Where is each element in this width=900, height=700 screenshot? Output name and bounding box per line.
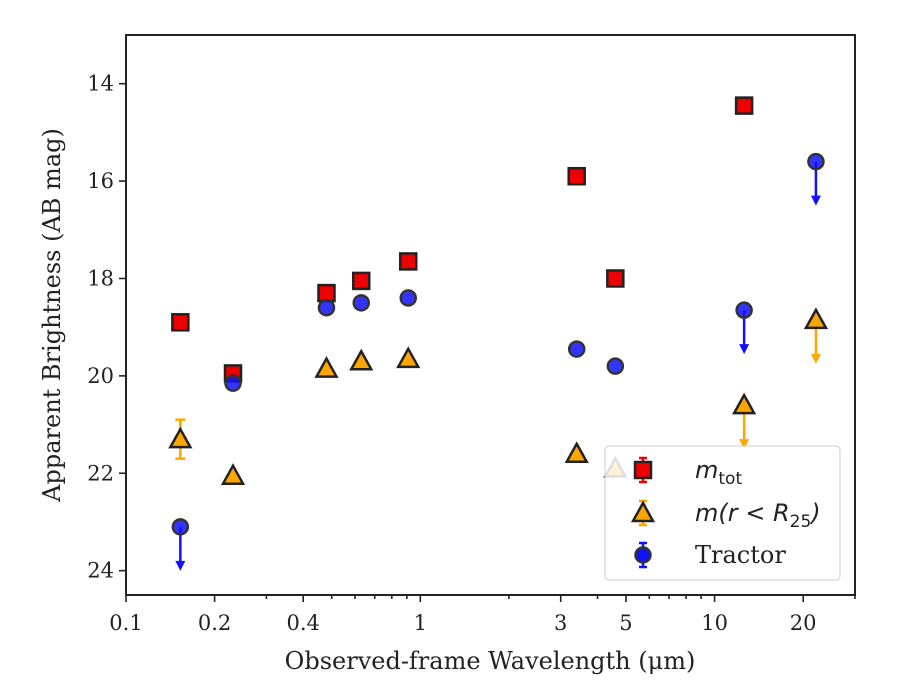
tractor-marker: [807, 152, 825, 171]
legend-label-subscript: tot: [718, 469, 742, 489]
x-axis-title: Observed-frame Wavelength (μm): [285, 647, 696, 675]
y-tick-label: 24: [87, 559, 114, 583]
legend-label-tail: ): [809, 499, 820, 527]
tractor-marker: [399, 289, 417, 307]
m_tot-marker: [317, 283, 336, 303]
legend-label-m_r25: m(r < R25): [695, 499, 821, 532]
y-axis-title: Apparent Brightness (AB mag): [38, 128, 66, 503]
upper-limit-arrowhead: [739, 439, 750, 450]
legend-circle-marker: [634, 546, 652, 564]
legend-label-main: m: [695, 456, 718, 484]
m_tot-marker: [171, 313, 190, 332]
m_r25-marker: [349, 348, 374, 371]
m_r25-marker: [168, 426, 193, 449]
m_r25-marker: [220, 463, 246, 485]
x-tick-label: 0.4: [286, 611, 319, 635]
legend-label-main: m(r < R: [695, 499, 790, 527]
m_r25-marker: [564, 441, 589, 464]
y-tick-label: 22: [87, 461, 114, 485]
tractor-marker: [567, 340, 586, 358]
tractor-marker: [606, 357, 625, 375]
legend-label-main: Tractor: [695, 541, 786, 569]
y-tick-label: 14: [87, 72, 114, 96]
upper-limit-arrowhead: [810, 195, 821, 206]
x-tick-label: 1: [414, 611, 427, 635]
legend-label-tractor: Tractor: [695, 541, 786, 569]
y-tick-label: 18: [87, 266, 114, 290]
plot-frame: [125, 34, 856, 596]
m_tot-marker: [398, 252, 418, 271]
x-tick-label: 3: [554, 611, 567, 635]
x-tick-label: 0.1: [109, 611, 142, 635]
m_r25-marker: [396, 346, 421, 369]
m_r25-marker: [803, 307, 829, 330]
tractor-marker: [317, 298, 336, 317]
upper-limit-arrowhead: [175, 560, 186, 571]
legend-square-marker: [633, 460, 653, 480]
x-tick-label: 5: [619, 611, 632, 635]
ticks-layer: 0.1 0.2 0.4 1 3 5 10 20 14 16 18 20 22 24: [87, 72, 856, 635]
upper-limit-arrowhead: [810, 353, 821, 364]
m_tot-marker: [351, 271, 371, 291]
tractor-marker: [171, 518, 190, 536]
tractor-marker: [224, 374, 242, 392]
y-tick-label: 16: [87, 169, 114, 193]
y-tick-label: 20: [87, 364, 114, 388]
m_tot-marker: [734, 96, 754, 115]
x-tick-label: 20: [790, 611, 817, 635]
m_tot-marker: [606, 269, 625, 288]
tractor-marker: [735, 301, 753, 319]
m_r25-marker: [314, 355, 339, 378]
x-tick-label: 10: [701, 611, 728, 635]
legend-box: [604, 445, 841, 581]
m_r25-marker: [732, 392, 757, 415]
x-tick-label: 0.2: [198, 611, 231, 635]
legend-triangle-marker: [630, 500, 656, 523]
markers-layer: [168, 96, 829, 571]
tractor-marker: [352, 294, 370, 312]
legend: mtot m(r < R25) Tractor: [604, 445, 841, 581]
legend-label-subscript: 25: [790, 512, 812, 532]
legend-label-m_tot: mtot: [695, 456, 742, 489]
upper-limit-arrowhead: [739, 344, 750, 355]
m_tot-marker: [567, 166, 586, 186]
